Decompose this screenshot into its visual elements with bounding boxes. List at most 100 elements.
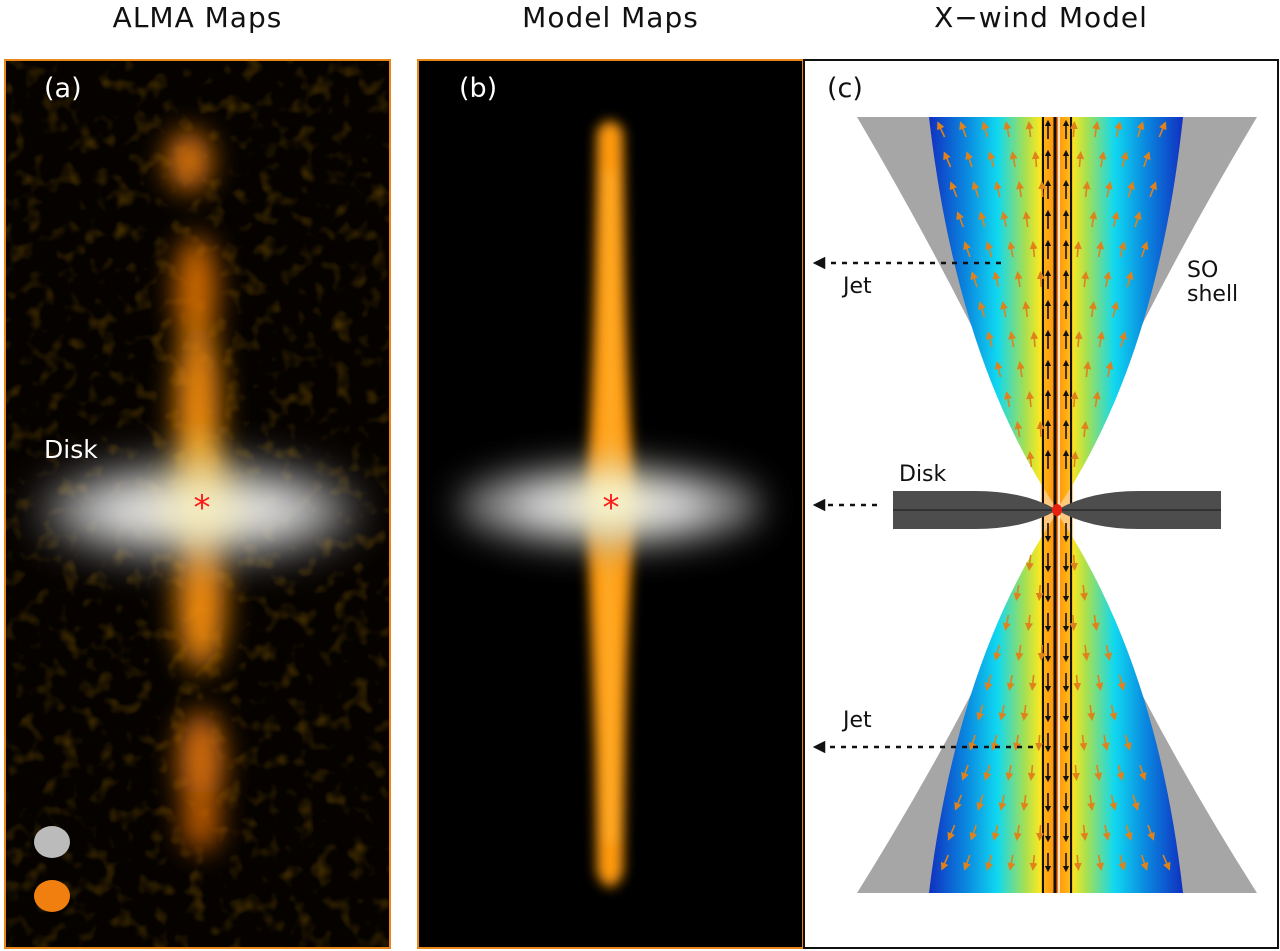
velocity-arrow <box>1140 241 1149 258</box>
velocity-arrow <box>1027 764 1036 781</box>
panel-label-c: (c) <box>827 73 863 104</box>
velocity-arrow <box>1036 271 1045 288</box>
title-model-maps: Model Maps <box>522 1 699 34</box>
central-star <box>1052 504 1062 516</box>
velocity-arrow <box>1005 764 1014 781</box>
velocity-arrow <box>1082 181 1091 198</box>
velocity-arrow <box>1022 211 1031 228</box>
so-shell-label-line1: SO <box>1187 258 1219 283</box>
velocity-arrow <box>1073 241 1082 258</box>
velocity-arrow <box>998 794 1007 811</box>
velocity-arrow <box>1004 391 1012 408</box>
velocity-arrow <box>1006 674 1015 691</box>
velocity-arrow <box>1133 211 1142 228</box>
velocity-arrow <box>1003 121 1012 138</box>
velocity-arrow <box>940 854 950 871</box>
velocity-arrow <box>943 151 952 168</box>
velocity-arrow <box>1109 794 1118 811</box>
velocity-arrow <box>1015 644 1024 661</box>
velocity-arrow <box>987 151 996 168</box>
velocity-arrow <box>992 271 1001 288</box>
velocity-arrow <box>1116 764 1125 781</box>
velocity-arrow <box>1149 181 1157 198</box>
velocity-arrow <box>1070 554 1079 571</box>
velocity-arrow <box>1088 301 1097 318</box>
velocity-arrow <box>1147 824 1155 841</box>
velocity-arrow <box>1007 854 1016 871</box>
velocity-arrow <box>1036 421 1045 438</box>
velocity-arrow <box>1025 121 1034 138</box>
velocity-arrow <box>1092 121 1101 138</box>
velocity-arrow <box>1105 361 1114 378</box>
velocity-arrow <box>1111 211 1120 228</box>
velocity-arrow <box>1082 644 1090 661</box>
velocity-arrow <box>985 241 994 258</box>
velocity-arrow <box>1087 794 1096 811</box>
velocity-arrow <box>993 644 1002 661</box>
model-map-panel: * (b) <box>417 59 804 949</box>
velocity-arrow <box>971 181 980 198</box>
velocity-arrow <box>1080 421 1089 438</box>
velocity-arrow <box>976 794 985 811</box>
velocity-arrow <box>983 764 992 781</box>
star-marker-a: * <box>194 488 211 528</box>
velocity-arrow <box>1014 421 1023 438</box>
velocity-arrow <box>1083 361 1092 378</box>
velocity-arrow <box>1131 794 1140 811</box>
velocity-arrow <box>1120 151 1129 168</box>
velocity-arrow <box>1123 734 1132 751</box>
velocity-arrow <box>1030 331 1039 348</box>
velocity-arrow <box>1020 794 1029 811</box>
velocity-arrow <box>1000 211 1009 228</box>
velocity-arrow <box>976 704 985 721</box>
velocity-arrow <box>949 181 958 198</box>
so-shell-label-line2: shell <box>1187 282 1239 307</box>
velocity-arrow <box>937 121 946 138</box>
jet-label-bottom: Jet <box>843 708 872 733</box>
velocity-arrow <box>1069 121 1078 138</box>
velocity-arrow <box>1136 121 1145 138</box>
velocity-arrow <box>968 734 977 751</box>
star-marker-b: * <box>603 488 620 528</box>
velocity-arrow <box>959 121 967 138</box>
velocity-arrow <box>1020 704 1029 721</box>
velocity-arrow <box>965 151 973 168</box>
velocity-arrow <box>1025 554 1034 571</box>
velocity-arrow <box>1096 331 1105 348</box>
xwind-model-panel: (c) Jet Jet Disk SO shell <box>803 59 1279 949</box>
beam-orange <box>34 880 70 912</box>
velocity-arrow <box>961 764 969 781</box>
velocity-arrow <box>991 824 1000 841</box>
velocity-arrow <box>1125 271 1134 288</box>
velocity-arrow <box>998 704 1007 721</box>
velocity-arrow <box>1080 584 1088 601</box>
velocity-arrow <box>1114 121 1123 138</box>
velocity-arrow <box>1094 764 1103 781</box>
alma-map-image: * <box>6 61 389 947</box>
model-map-image: * <box>419 61 802 947</box>
velocity-arrow <box>1026 451 1035 468</box>
velocity-arrow <box>963 854 971 871</box>
velocity-arrow <box>1118 241 1127 258</box>
velocity-arrow <box>1079 734 1088 751</box>
velocity-arrow <box>970 271 979 288</box>
velocity-arrow <box>981 121 990 138</box>
title-xwind-model: X−wind Model <box>934 1 1148 34</box>
velocity-arrow <box>947 824 956 841</box>
velocity-arrow <box>1096 241 1105 258</box>
velocity-arrow <box>1087 704 1096 721</box>
title-alma-maps: ALMA Maps <box>112 1 283 34</box>
velocity-arrow <box>1158 121 1167 138</box>
velocity-arrow <box>1070 451 1079 468</box>
velocity-arrow <box>1089 211 1098 228</box>
velocity-arrow <box>1028 674 1037 691</box>
velocity-arrows <box>937 119 1171 873</box>
velocity-arrow <box>1025 614 1033 631</box>
velocity-arrow <box>1140 854 1149 871</box>
velocity-arrow <box>1109 704 1118 721</box>
velocity-arrow <box>1104 644 1113 661</box>
velocity-arrow <box>1073 854 1082 871</box>
velocity-arrow <box>986 331 994 348</box>
velocity-arrow <box>1037 644 1046 661</box>
velocity-arrow <box>1127 181 1135 198</box>
